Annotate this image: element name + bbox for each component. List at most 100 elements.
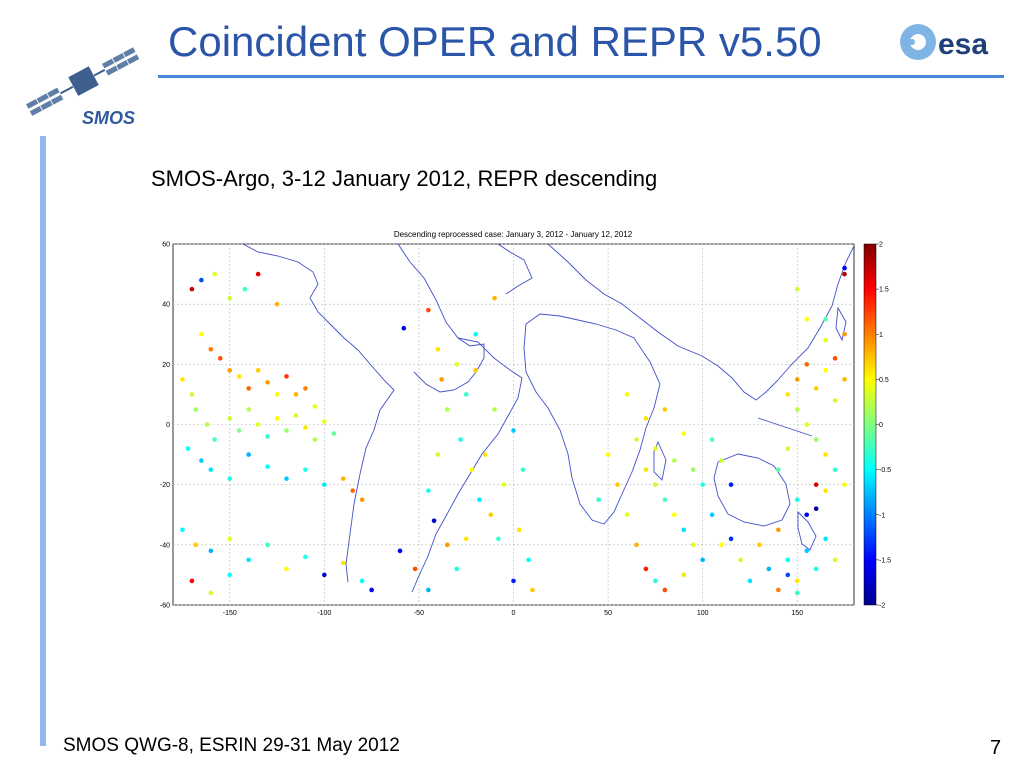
x-tick-label: 0 bbox=[512, 610, 516, 617]
data-point bbox=[284, 476, 289, 481]
data-point bbox=[511, 578, 516, 584]
colorbar-tick-label: -1.5 bbox=[879, 557, 891, 564]
data-point bbox=[284, 566, 289, 572]
data-point bbox=[265, 380, 270, 385]
colorbar-tick-label: -2 bbox=[879, 603, 885, 610]
data-point bbox=[435, 452, 441, 457]
data-point bbox=[255, 271, 261, 277]
data-point bbox=[615, 482, 620, 487]
data-point bbox=[671, 458, 677, 463]
colorbar-tick-label: -0.5 bbox=[879, 467, 891, 474]
data-point bbox=[804, 362, 810, 367]
grid bbox=[173, 243, 854, 606]
title-underline bbox=[158, 75, 1004, 78]
y-tick-label: 0 bbox=[166, 422, 170, 429]
colorbar-tick-label: 1 bbox=[879, 332, 883, 339]
data-point bbox=[794, 578, 800, 584]
data-point bbox=[804, 422, 810, 427]
data-point bbox=[482, 452, 488, 457]
x-tick-label: -100 bbox=[317, 610, 331, 617]
data-point bbox=[274, 416, 280, 421]
data-point bbox=[823, 488, 828, 493]
data-point bbox=[199, 331, 204, 337]
data-point bbox=[255, 422, 261, 427]
data-point bbox=[246, 557, 251, 563]
data-point bbox=[496, 536, 501, 542]
data-point bbox=[813, 437, 819, 442]
colorbar-tick-label: 2 bbox=[879, 242, 883, 249]
data-point bbox=[227, 295, 233, 301]
data-point bbox=[242, 286, 248, 292]
data-point bbox=[469, 467, 475, 472]
data-point bbox=[823, 337, 828, 343]
colorbar-tick-label: -1 bbox=[879, 512, 885, 519]
data-point bbox=[634, 542, 639, 548]
data-point bbox=[227, 572, 233, 578]
data-point bbox=[303, 554, 308, 560]
data-point bbox=[501, 482, 507, 487]
data-point bbox=[842, 331, 847, 337]
data-point bbox=[426, 307, 431, 313]
x-tick-label: 50 bbox=[604, 610, 612, 617]
data-point bbox=[794, 377, 800, 382]
data-point bbox=[227, 476, 233, 481]
data-point bbox=[728, 482, 734, 487]
data-point bbox=[738, 557, 743, 563]
data-point bbox=[488, 512, 494, 518]
data-point bbox=[842, 377, 847, 382]
data-point bbox=[246, 386, 251, 391]
data-point bbox=[823, 368, 828, 373]
x-tick-label: 150 bbox=[791, 610, 803, 617]
chart-title: Descending reprocessed case: January 3, … bbox=[394, 230, 633, 239]
data-point bbox=[274, 392, 280, 397]
data-point bbox=[193, 407, 198, 412]
data-point bbox=[643, 416, 649, 421]
data-point bbox=[832, 467, 838, 472]
data-point bbox=[180, 527, 185, 533]
data-point bbox=[180, 377, 185, 382]
data-point bbox=[709, 512, 715, 518]
data-point bbox=[813, 386, 819, 391]
data-point bbox=[199, 458, 204, 463]
data-point bbox=[690, 542, 696, 548]
data-point bbox=[813, 566, 819, 572]
data-point bbox=[842, 482, 847, 487]
data-point bbox=[274, 301, 280, 307]
data-point bbox=[757, 542, 762, 548]
data-point bbox=[189, 578, 195, 584]
data-point bbox=[823, 452, 828, 457]
data-point bbox=[208, 590, 214, 596]
data-point bbox=[596, 497, 601, 503]
data-point bbox=[719, 542, 724, 548]
data-point bbox=[785, 572, 791, 578]
data-point bbox=[653, 446, 658, 451]
data-point bbox=[653, 578, 658, 584]
data-point bbox=[842, 271, 847, 277]
data-point bbox=[776, 527, 781, 533]
data-point bbox=[303, 425, 308, 430]
data-point bbox=[265, 542, 270, 548]
data-point bbox=[322, 419, 327, 424]
data-point bbox=[804, 512, 810, 518]
data-point bbox=[208, 346, 214, 352]
data-point bbox=[439, 377, 444, 382]
slide-footer: SMOS QWG-8, ESRIN 29-31 May 2012 bbox=[63, 735, 400, 756]
data-point bbox=[212, 271, 217, 277]
data-point bbox=[227, 416, 233, 421]
data-point bbox=[785, 557, 791, 563]
data-point bbox=[530, 587, 535, 593]
data-point bbox=[312, 404, 318, 409]
data-point bbox=[624, 512, 630, 518]
data-point bbox=[785, 392, 791, 397]
slide-title: Coincident OPER and REPR v5.50 bbox=[168, 18, 822, 65]
data-point bbox=[293, 413, 299, 418]
data-point bbox=[312, 437, 318, 442]
data-point bbox=[303, 467, 308, 472]
data-point bbox=[520, 467, 526, 472]
data-point bbox=[246, 407, 251, 412]
data-point bbox=[199, 277, 204, 283]
data-point bbox=[794, 590, 800, 596]
data-points bbox=[180, 265, 847, 596]
data-point bbox=[690, 467, 696, 472]
x-tick-label: -150 bbox=[223, 610, 237, 617]
